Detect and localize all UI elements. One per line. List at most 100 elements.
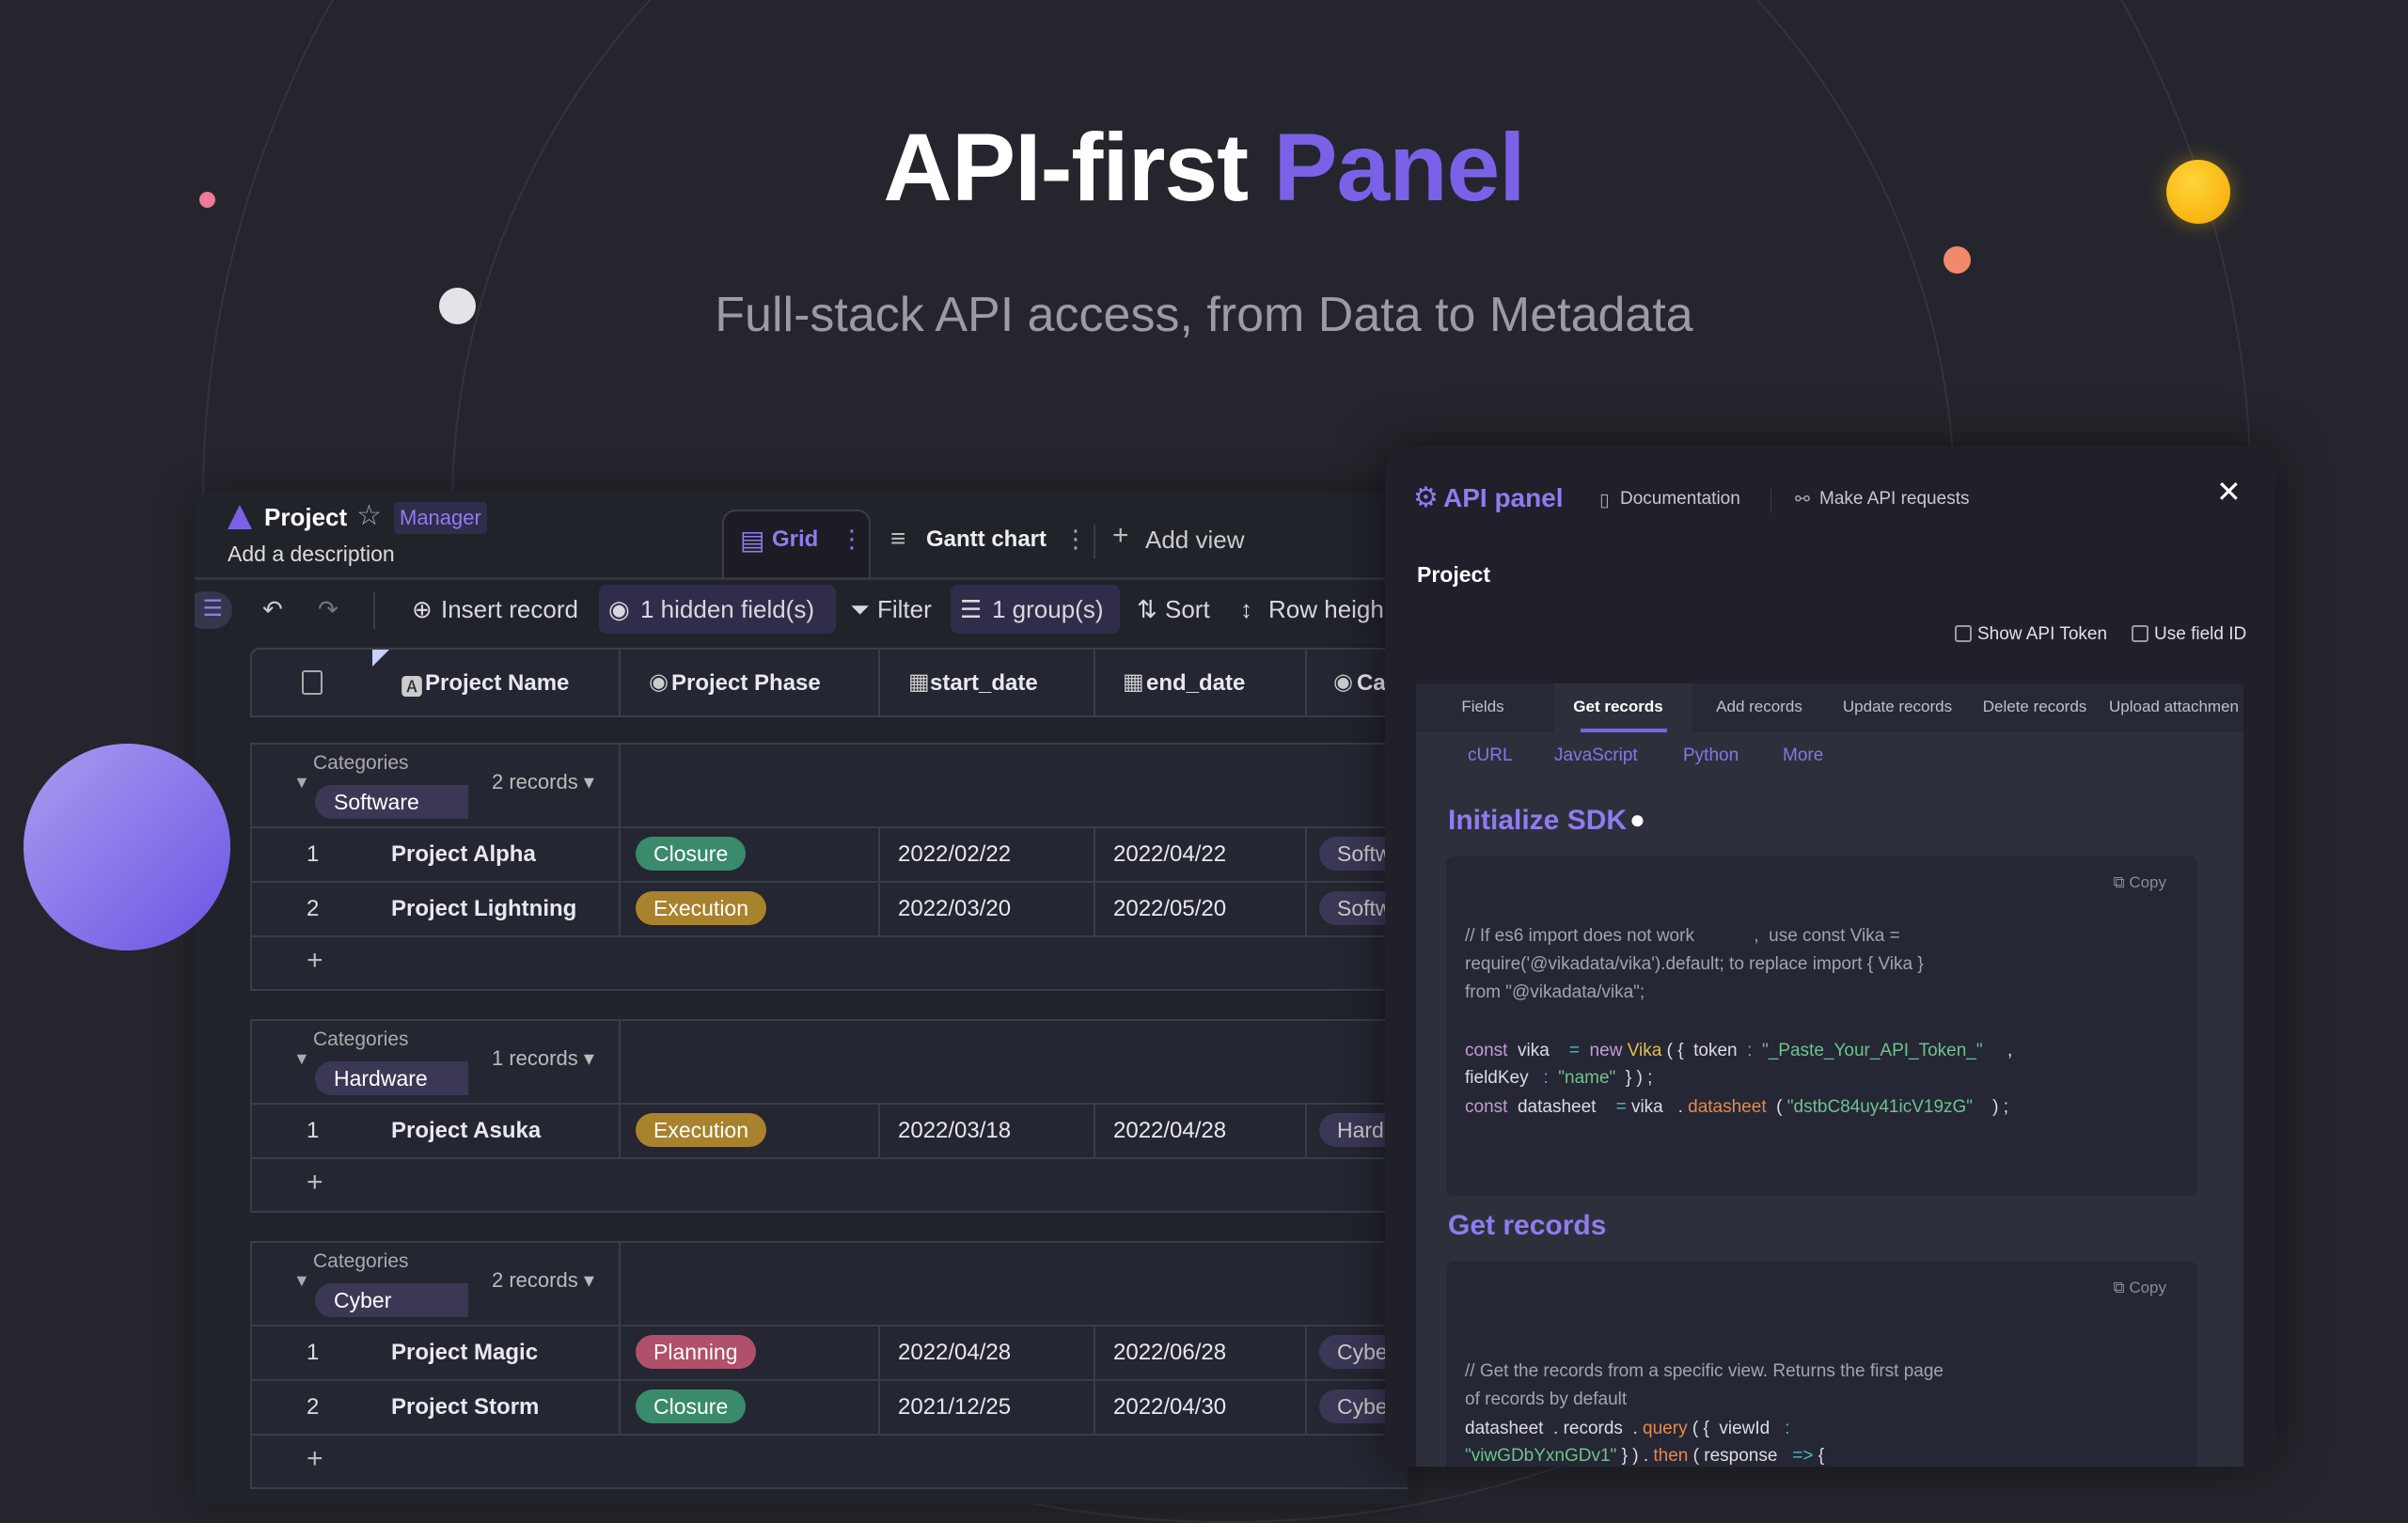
tab-add-records[interactable]: Add records [1716,698,1802,715]
add-record-button[interactable]: + [307,945,323,976]
show-api-token-checkbox[interactable]: Show API Token [1955,624,2107,645]
end-date[interactable]: 2022/04/30 [1113,1394,1227,1420]
project-name[interactable]: Project Asuka [391,1118,542,1143]
phase-pill[interactable]: Planning [636,1335,756,1369]
insert-record-button[interactable]: Insert record [441,595,578,623]
sort-button[interactable]: Sort [1165,595,1210,623]
lang-tab-curl[interactable]: cURL [1468,746,1513,765]
table-row[interactable]: 2 Project Lightning Execution 2022/03/20 202… [252,883,1408,935]
phase-pill[interactable]: Execution [636,891,767,925]
column-project-name[interactable]: Project Name [425,670,570,696]
table-row[interactable]: 2 Project Storm Closure 2021/12/25 2022/04/3… [252,1381,1408,1434]
start-date[interactable]: 2022/02/22 [898,841,1012,867]
copy-button[interactable]: ⧉ Copy [2113,873,2166,891]
tab-upload-attachmen[interactable]: Upload attachmen [2109,698,2239,715]
divider [252,1379,1408,1381]
tab-grid[interactable] [722,510,871,580]
description-field[interactable]: Add a description [228,542,395,566]
hidden-fields-button[interactable] [599,585,836,634]
close-icon[interactable]: ✕ [2216,475,2242,509]
project-name[interactable]: Project Magic [391,1340,539,1365]
redo-icon[interactable]: ↷ [318,595,338,623]
code-token: query [1643,1419,1688,1438]
add-record-button[interactable]: + [307,1167,323,1198]
tab-get-records[interactable]: Get records [1573,698,1663,715]
code-line: of records by default [1465,1390,1627,1410]
tab-grid-label[interactable]: Grid [772,526,819,552]
column-end-date[interactable]: end_date [1146,670,1246,696]
table-row[interactable]: 1 Project Asuka Execution 2022/03/18 2022/04… [252,1105,1408,1157]
code-token: } ) ; [1615,1068,1653,1088]
end-date[interactable]: 2022/04/28 [1113,1118,1227,1143]
project-name[interactable]: Project Alpha [391,841,536,867]
filter-icon: ⏷ [850,595,870,623]
project-name[interactable]: Project Storm [391,1394,540,1420]
divider [619,1105,621,1157]
api-icon: ⚙ [1413,482,1439,513]
start-date[interactable]: 2022/03/18 [898,1118,1012,1143]
grid-icon: ▤ [740,526,765,555]
tab-gantt-more-icon[interactable]: ⋮ [1063,525,1088,553]
collapse-group-icon[interactable]: ▼ [293,1049,310,1068]
filter-button[interactable]: Filter [877,595,932,623]
tab-delete-records[interactable]: Delete records [1982,698,2087,715]
row-height-button[interactable]: Row heigh [1268,595,1384,623]
column-categories[interactable]: Ca [1357,670,1386,696]
code-line: from "@vikadata/vika"; [1465,982,1645,1003]
code-token: datasheet [1507,1097,1616,1117]
start-date[interactable]: 2022/03/20 [898,896,1012,921]
column-project-phase[interactable]: Project Phase [671,670,821,696]
star-icon[interactable]: ☆ [356,500,382,531]
code-token: => [1792,1446,1814,1466]
lang-tab-javascript[interactable]: JavaScript [1554,746,1638,765]
phase-pill[interactable]: Closure [636,837,747,871]
divider [1305,883,1307,935]
tab-gantt-label[interactable]: Gantt chart [926,526,1047,552]
code-token: } ) . [1616,1446,1654,1466]
group-record-count[interactable]: 2 records ▾ [492,770,594,793]
divider [1094,1327,1095,1379]
add-view-button[interactable]: Add view [1145,526,1245,554]
start-date[interactable]: 2022/04/28 [898,1340,1012,1365]
group-record-count[interactable]: 2 records ▾ [492,1268,594,1292]
table-row[interactable]: 1 Project Alpha Closure 2022/02/22 2022/04/2… [252,828,1408,881]
code-token: ( [1766,1097,1787,1117]
datasheet-title[interactable]: Project [264,503,348,531]
code-token: of records by default [1465,1390,1628,1409]
project-name[interactable]: Project Lightning [391,896,577,921]
add-record-button[interactable]: + [307,1443,323,1474]
column-start-date[interactable]: start_date [930,670,1038,696]
end-date[interactable]: 2022/06/28 [1113,1340,1227,1365]
collapse-group-icon[interactable]: ▼ [293,773,310,792]
select-all-checkbox[interactable] [302,670,323,695]
end-date[interactable]: 2022/04/22 [1113,841,1227,867]
undo-icon[interactable]: ↶ [262,595,283,623]
code-token: = [1615,1097,1627,1117]
documentation-link[interactable]: Documentation [1620,489,1740,509]
group-record-count[interactable]: 1 records ▾ [492,1046,594,1070]
copy-button[interactable]: ⧉ Copy [2113,1279,2166,1296]
lang-tab-more[interactable]: More [1783,746,1824,765]
tab-update-records[interactable]: Update records [1842,698,1953,715]
make-api-requests-link[interactable]: Make API requests [1819,489,1970,509]
divider [1305,1327,1307,1379]
use-field-id-checkbox[interactable]: Use field ID [2132,624,2246,645]
start-date[interactable]: 2021/12/25 [898,1394,1012,1420]
calendar-icon: ▦ [1123,669,1144,695]
phase-pill[interactable]: Closure [636,1390,747,1423]
group-button[interactable] [951,585,1120,634]
freeze-marker[interactable] [372,650,389,667]
tab-grid-more-icon[interactable]: ⋮ [840,525,864,553]
table-row[interactable]: 1 Project Magic Planning 2022/04/28 2022/06/… [252,1327,1408,1379]
end-date[interactable]: 2022/05/20 [1113,896,1227,921]
code-token: : [1543,1068,1549,1088]
collapse-sidebar-button[interactable]: ☰ [195,591,232,629]
active-tab-underline [1581,729,1667,732]
purple-orb [24,744,230,950]
tab-fields[interactable]: Fields [1461,698,1504,715]
collapse-group-icon[interactable]: ▼ [293,1271,310,1290]
phase-pill[interactable]: Execution [636,1113,767,1147]
github-icon[interactable]: ● [1629,805,1645,834]
code-line: const datasheet = vika . datasheet ( "ds… [1465,1097,2008,1118]
lang-tab-python[interactable]: Python [1683,746,1739,765]
